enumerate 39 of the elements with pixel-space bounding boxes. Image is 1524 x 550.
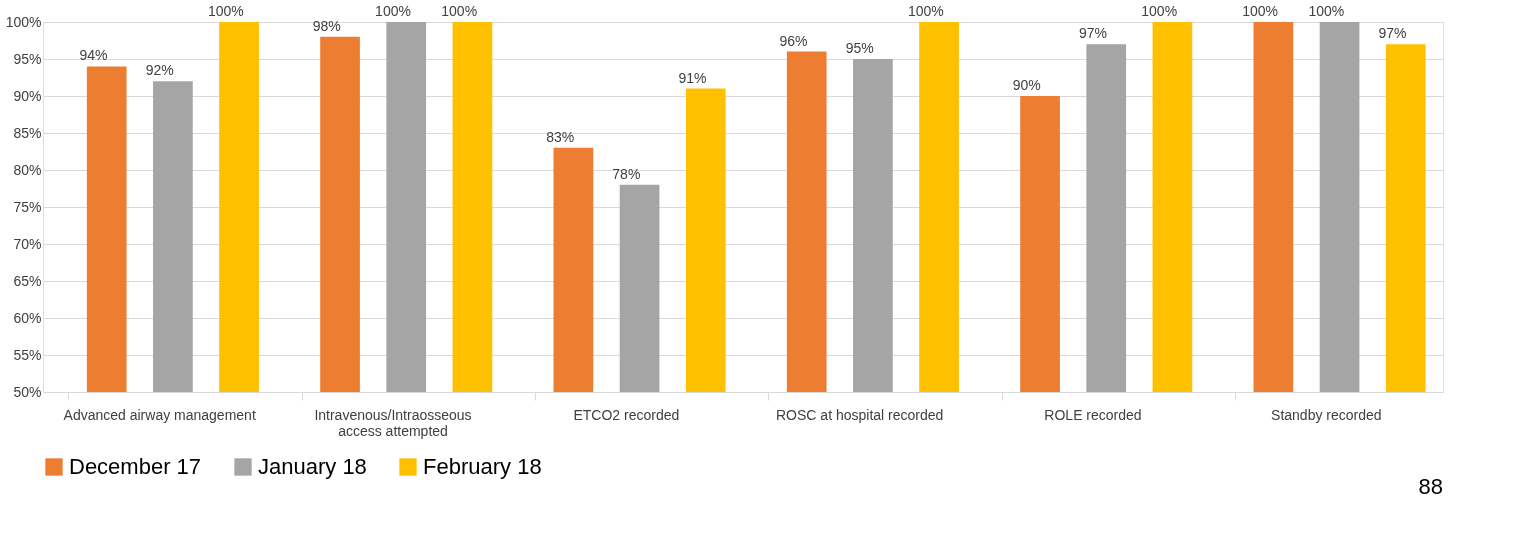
data-label: 100%: [1141, 3, 1178, 19]
y-tick-label: 80%: [13, 161, 42, 178]
x-tick-label: Intravenous/Intraosseous access attempted: [314, 406, 472, 439]
data-label: 100%: [1308, 3, 1345, 19]
y-tick-label: 50%: [13, 383, 42, 400]
data-label: 100%: [1242, 3, 1279, 19]
y-tick-label: 85%: [13, 124, 42, 141]
y-tick-label: 100%: [5, 13, 42, 30]
data-label: 96%: [779, 32, 808, 49]
data-label: 97%: [1078, 25, 1108, 42]
x-tick-label: ROLE recorded: [1044, 406, 1142, 423]
data-label: 100%: [207, 3, 244, 19]
y-tick-label: 65%: [13, 272, 42, 289]
y-tick-label: 90%: [13, 87, 42, 104]
legend-label: February 18: [423, 454, 542, 479]
data-label: 97%: [1378, 25, 1407, 42]
x-tick-label: ROSC at hospital recorded: [776, 406, 944, 423]
data-label: 95%: [845, 40, 874, 56]
data-label: 83%: [546, 128, 575, 145]
data-label: 78%: [612, 165, 641, 182]
x-tick-label: ETCO2 recorded: [573, 406, 680, 423]
data-label: 100%: [441, 3, 478, 19]
x-tick-label: Standby recorded: [1271, 406, 1382, 423]
data-label: 90%: [1012, 77, 1041, 93]
data-label: 98%: [312, 17, 341, 34]
y-tick-label: 95%: [13, 50, 42, 67]
y-tick-label: 60%: [13, 309, 42, 326]
data-label: 100%: [907, 3, 944, 19]
legend-label: December 17: [69, 454, 202, 479]
data-label: 94%: [79, 47, 108, 64]
x-tick-label: Advanced airway management: [63, 406, 256, 423]
text: 88: [1418, 474, 1443, 499]
data-label: 91%: [678, 69, 707, 86]
y-tick-label: 55%: [13, 346, 42, 363]
data-label: 92%: [145, 62, 174, 79]
y-tick-label: 70%: [13, 235, 42, 252]
y-tick-label: 75%: [13, 198, 42, 215]
data-label: 100%: [375, 3, 411, 19]
legend-label: January 18: [258, 454, 367, 479]
